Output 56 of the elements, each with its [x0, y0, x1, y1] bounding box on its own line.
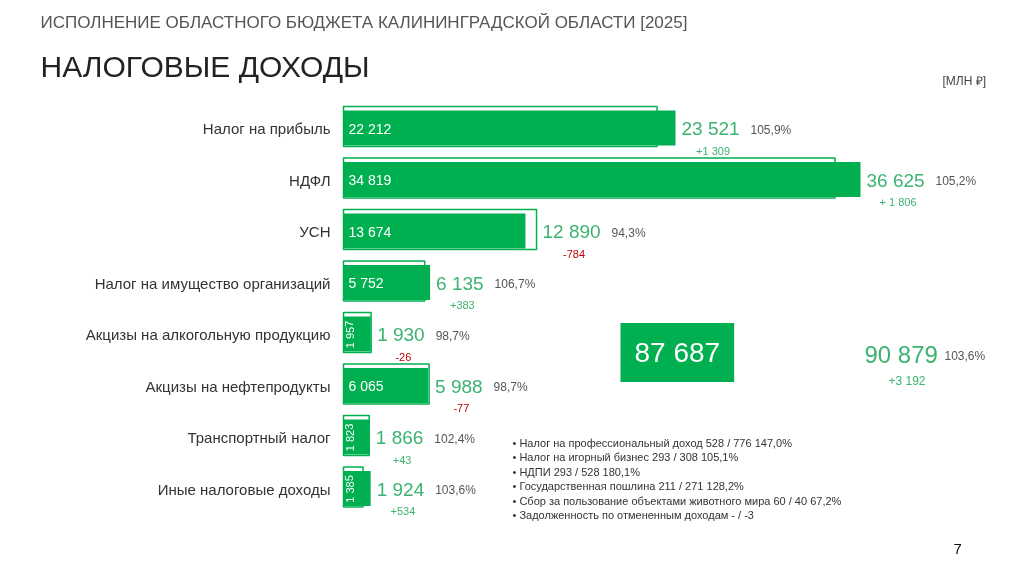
text: 103,6% — [944, 348, 986, 363]
annotation: 103,6% — [435, 483, 477, 497]
annotation: • НДПИ 293 / 528 180,1% — [512, 465, 641, 478]
annotation: -77 — [453, 402, 470, 414]
annotation: -26 — [395, 350, 412, 363]
bar — [343, 110, 676, 146]
annotation: 98,7% — [435, 328, 470, 343]
text: 7 — [953, 539, 962, 557]
y-tick-label: Иные налоговые доходы — [157, 480, 331, 498]
text: [МЛН ₽] — [942, 73, 987, 88]
annotation: 87 687 — [634, 337, 721, 368]
data-label: 23 521 — [681, 118, 740, 139]
data-label: 1 924 — [376, 478, 425, 500]
data-label: 22 212 — [348, 120, 392, 137]
y-tick-label: Акцизы на алкогольную продукцию — [85, 326, 331, 343]
annotation: • Налог на профессиональный доход 528 / 776 147,0% — [512, 436, 793, 449]
annotation: • Задолженность по отмененным доходам - / -3 — [512, 509, 754, 521]
annotation: • Налог на игорный бизнес 293 / 308 105,1% — [512, 451, 739, 463]
data-label: 6 065 — [348, 378, 384, 394]
data-label: 36 625 — [866, 169, 925, 191]
annotation: +534 — [390, 505, 416, 517]
annotation: 94,3% — [611, 225, 646, 240]
text: +3 192 — [888, 373, 926, 388]
annotation: 105,9% — [750, 122, 792, 137]
text: 90 879 — [864, 341, 938, 368]
text: + 1 806 — [879, 196, 917, 208]
annotation: 102,4% — [434, 431, 476, 446]
data-label: 1 823 — [343, 423, 356, 452]
y-tick-label: Транспортный налог — [187, 429, 332, 446]
annotation: +1 309 — [696, 144, 730, 157]
data-label: 1 385 — [343, 475, 356, 503]
data-label: 6 135 — [436, 272, 484, 294]
data-label: 34 819 — [348, 172, 392, 188]
bar — [342, 208, 538, 251]
data-label: 5 752 — [348, 275, 384, 291]
annotation: 98,7% — [493, 380, 528, 394]
annotation: +383 — [449, 299, 475, 311]
annotation: 106,7% — [494, 277, 536, 291]
y-tick-label: Налог на прибыль — [202, 120, 331, 137]
data-label: 5 988 — [435, 375, 483, 397]
data-label: 13 674 — [348, 223, 392, 240]
y-tick-label: УСН — [299, 223, 331, 240]
y-tick-label: НДФЛ — [289, 171, 331, 189]
annotation: • Сбор за пользование объектами животного мира 60 / 40 67,2% — [512, 494, 842, 507]
data-label: 1 866 — [375, 427, 424, 448]
annotation: • Государственная пошлина 211 / 271 128,2% — [512, 480, 745, 492]
data-label: 1 930 — [377, 324, 425, 345]
data-label: 12 890 — [542, 221, 601, 242]
annotation: -784 — [563, 247, 586, 260]
chart-subtitle: НАЛОГОВЫЕ ДОХОДЫ — [40, 50, 370, 83]
text: 105,2% — [935, 174, 977, 188]
data-label: 1 957 — [343, 320, 356, 349]
y-tick-label: Акцизы на нефтепродукты — [145, 377, 331, 395]
y-tick-label: Налог на имущество организаций — [94, 274, 331, 292]
annotation: +43 — [392, 453, 412, 466]
chart-title: ИСПОЛНЕНИЕ ОБЛАСТНОГО БЮДЖЕТА КАЛИНИНГРАДСКОЙ ОБЛАСТИ [2025] — [40, 13, 688, 32]
